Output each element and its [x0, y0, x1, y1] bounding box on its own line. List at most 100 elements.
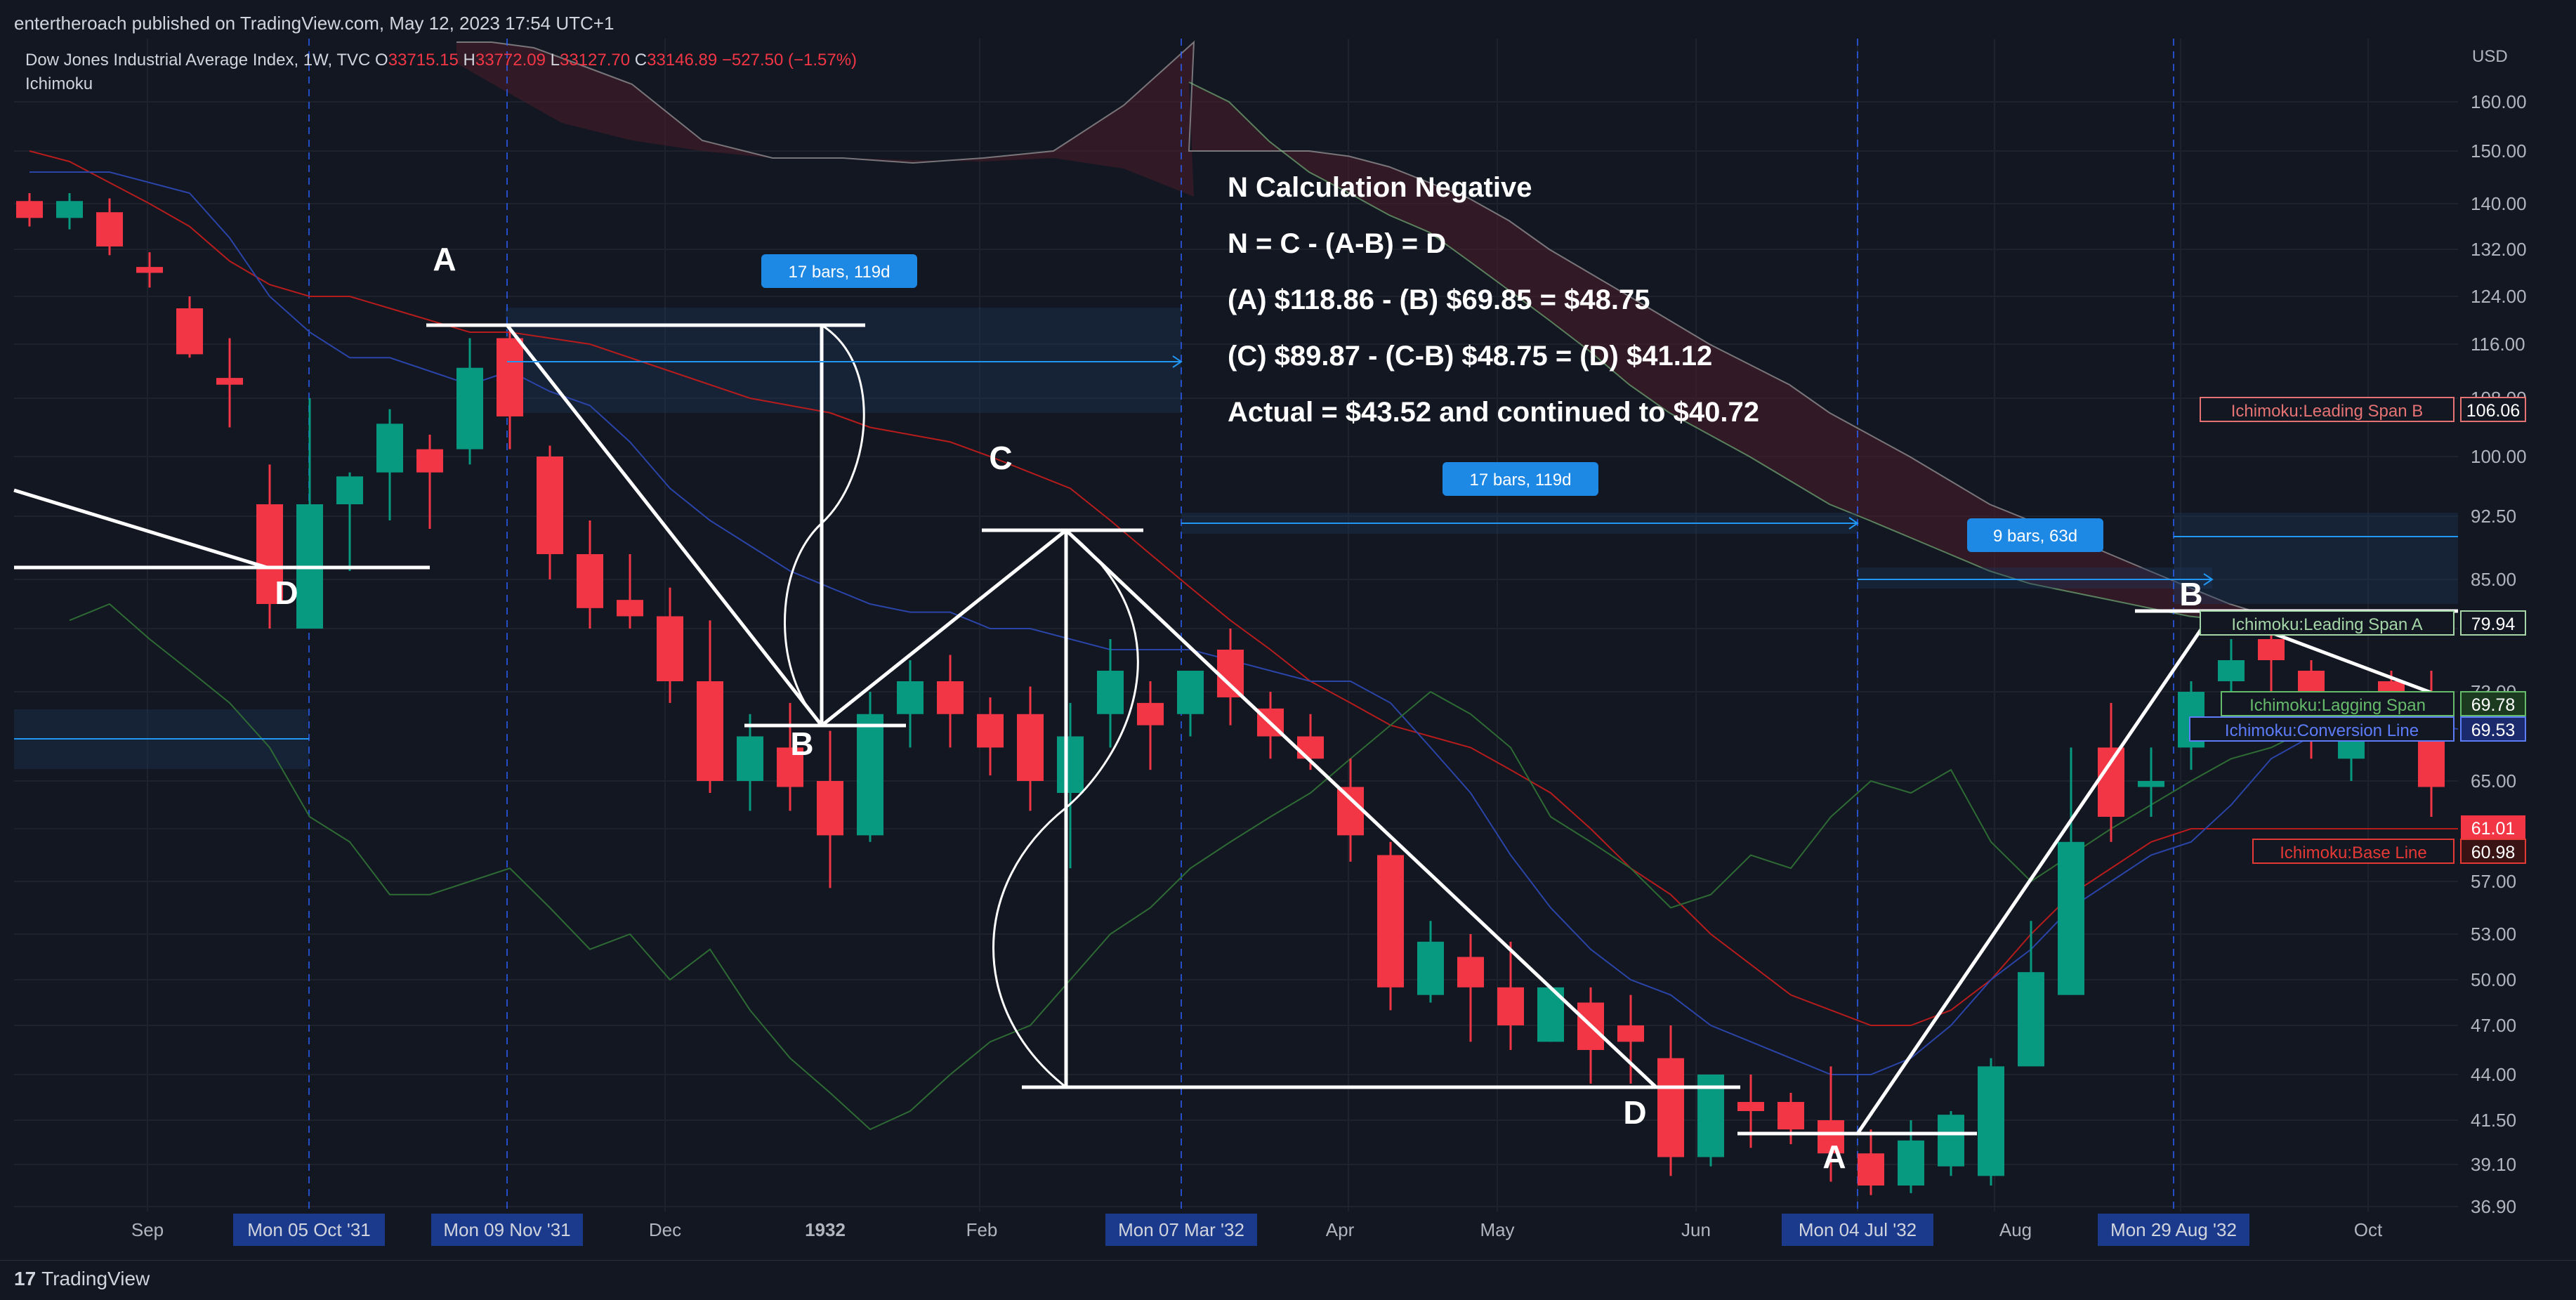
- a-b-leg: [506, 324, 823, 727]
- x-tick-label: Feb: [966, 1219, 998, 1240]
- annotation-line-4: Actual = $43.52 and continued to $40.72: [1228, 397, 1759, 428]
- candle-body: [2258, 639, 2285, 660]
- chart-grid: [14, 39, 2458, 1212]
- candle-body: [1177, 671, 1204, 714]
- x-tick-label: Oct: [2354, 1219, 2383, 1240]
- trend-line-left: [13, 488, 268, 570]
- candle-body: [1938, 1115, 1964, 1167]
- y-tick-label: 92.50: [2471, 506, 2516, 527]
- lagging-label: Ichimoku:Lagging Span: [2249, 696, 2426, 715]
- conversion-line: [29, 171, 2512, 1075]
- y-tick-label: 47.00: [2471, 1015, 2516, 1036]
- x-tick-label: Aug: [1999, 1219, 2032, 1240]
- candle-body: [1377, 855, 1404, 987]
- y-tick-label: 50.00: [2471, 969, 2516, 990]
- candle-body: [537, 457, 563, 554]
- candle-body: [376, 424, 403, 473]
- indicator-labels: Ichimoku:Leading Span B 106.06 Ichimoku:Le…: [2189, 397, 2526, 864]
- indicator-legend[interactable]: Ichimoku: [25, 74, 93, 93]
- symbol-legend[interactable]: Dow Jones Industrial Average Index, 1W, …: [25, 51, 857, 70]
- candle-body: [2098, 747, 2124, 817]
- ab-curve: [784, 324, 865, 727]
- date-highlight-lines: [308, 39, 2174, 1212]
- candle-body: [1858, 1153, 1884, 1186]
- candle-body: [1217, 650, 1244, 697]
- measure-2-label: 17 bars, 119d: [1470, 471, 1572, 490]
- candle-body: [2378, 681, 2405, 692]
- candle-body: [2058, 841, 2084, 995]
- candle-body: [897, 681, 924, 714]
- c-d-leg: [1065, 529, 1657, 1089]
- candle-body: [817, 781, 843, 836]
- x-highlight-box: [431, 1214, 583, 1246]
- y-tick-label: 116.00: [2471, 334, 2525, 355]
- x-highlight-label: Mon 04 Jul '32: [1799, 1219, 1917, 1240]
- candle-body: [56, 201, 83, 218]
- annotation-line-1: N = C - (A-B) = D: [1228, 228, 1446, 259]
- candle-body: [777, 747, 803, 787]
- candle-body: [96, 212, 123, 247]
- x-tick-label: Apr: [1326, 1219, 1355, 1240]
- pattern-label-c: C: [989, 440, 1012, 476]
- y-tick-label: 44.00: [2471, 1064, 2516, 1085]
- candle-body: [336, 476, 363, 504]
- last-price-box: [2461, 815, 2525, 839]
- span-a-value-box: [2460, 610, 2526, 636]
- cloud-area: [456, 42, 2310, 622]
- candle-body: [1898, 1140, 1924, 1186]
- y-tick-label: 36.90: [2471, 1196, 2516, 1217]
- y-tick-label: 39.10: [2471, 1154, 2516, 1175]
- candle-body: [2218, 660, 2245, 681]
- y-tick-label: 100.00: [2471, 446, 2527, 467]
- conversion-label-box: [2189, 716, 2455, 742]
- conversion-value: 69.53: [2471, 721, 2516, 740]
- base-value: 60.98: [2471, 843, 2516, 862]
- base-label-box: [2252, 839, 2455, 864]
- symbol-name: Dow Jones Industrial Average Index, 1W, …: [25, 51, 371, 70]
- y-tick-label: 150.00: [2471, 140, 2527, 162]
- measure-1-arrow: [1172, 355, 1183, 368]
- measure-1-label: 17 bars, 119d: [789, 263, 891, 282]
- candle-body: [1737, 1102, 1764, 1111]
- x-highlight-label: Mon 07 Mar '32: [1118, 1219, 1244, 1240]
- x-highlight-box: [233, 1214, 385, 1246]
- measure-3-box: [1967, 518, 2103, 552]
- pattern-label-b: B: [790, 725, 813, 762]
- span-a-label: Ichimoku:Leading Span A: [2231, 615, 2422, 634]
- candle-body: [617, 600, 643, 617]
- leading-span-a-line: [1188, 81, 2271, 622]
- candle-body: [1457, 957, 1484, 987]
- candle-body: [1297, 736, 1324, 759]
- x-highlight-label: Mon 09 Nov '31: [443, 1219, 570, 1240]
- pattern-label-d: D: [1623, 1094, 1646, 1131]
- base-label: Ichimoku:Base Line: [2280, 843, 2426, 862]
- candle-body: [456, 367, 483, 449]
- x-highlight-box: [1782, 1214, 1933, 1246]
- span-b-label-box: [2200, 397, 2455, 422]
- annotation-line-3: (C) $89.87 - (C-B) $48.75 = (D) $41.12: [1228, 341, 1712, 372]
- y-tick-label: 140.00: [2471, 193, 2527, 214]
- candle-body: [1978, 1066, 2004, 1176]
- annotation-line-0: N Calculation Negative: [1228, 172, 1532, 203]
- pattern-label-a: A: [1822, 1138, 1846, 1175]
- conversion-label: Ichimoku:Conversion Line: [2225, 721, 2419, 740]
- span-b-value: 106.06: [2466, 401, 2520, 421]
- candle-body: [977, 714, 1004, 748]
- measure-1-box: [761, 254, 917, 288]
- published-line: entertheroach published on TradingView.c…: [14, 13, 615, 34]
- candle-body: [1017, 714, 1044, 781]
- measure-zone-4: [2174, 513, 2458, 604]
- lagging-value-box: [2460, 691, 2526, 716]
- pattern-label-a: A: [433, 241, 456, 277]
- x-highlight-box: [2098, 1214, 2249, 1246]
- pattern-label-d: D: [275, 575, 298, 611]
- tradingview-logo[interactable]: 17 TradingView: [14, 1268, 150, 1289]
- n-calculation-annotation: N Calculation Negative N = C - (A-B) = D (…: [1228, 172, 1759, 428]
- candle-body: [2018, 972, 2044, 1067]
- measure-3-arrow: [2203, 573, 2214, 586]
- x-tick-label: May: [1480, 1219, 1514, 1240]
- y-tick-label: 132.00: [2471, 239, 2527, 260]
- base-value-box: [2460, 839, 2526, 864]
